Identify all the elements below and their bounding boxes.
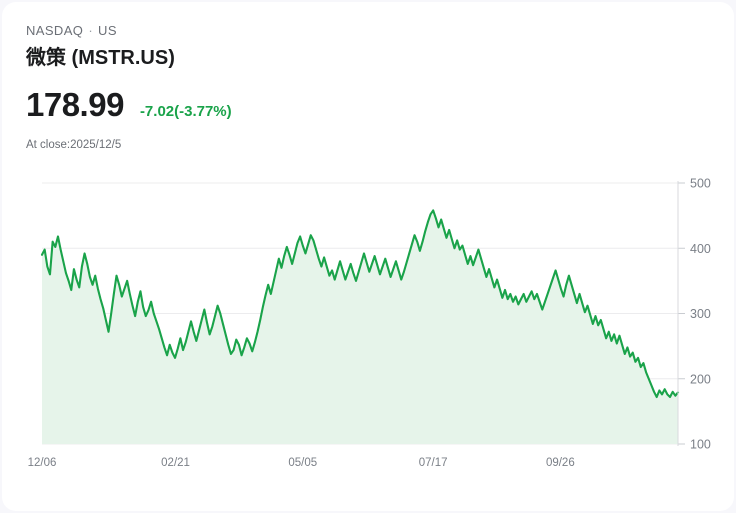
- y-axis-label: 300: [690, 307, 711, 321]
- y-axis-label: 400: [690, 242, 711, 256]
- quote-header: NASDAQ · US 微策 (MSTR.US) 178.99 -7.02(-3.7…: [26, 22, 626, 153]
- price-row: 178.99 -7.02(-3.77%): [26, 86, 626, 124]
- price-change: -7.02(-3.77%): [139, 103, 232, 120]
- y-axis-label: 500: [690, 177, 711, 191]
- chart-axis-ticks: [678, 182, 685, 445]
- current-price: 178.99: [26, 86, 124, 123]
- exchange-line: NASDAQ · US: [26, 22, 626, 40]
- price-chart[interactable]: 500 400 300 200 100 12/06 02/21 05/05 07/17 09/2…: [2, 170, 734, 480]
- x-axis-label: 09/26: [546, 457, 575, 469]
- chart-line: [40, 209, 680, 399]
- chart-y-labels: 500 400 300 200 100: [690, 177, 711, 452]
- x-axis-label: 12/06: [28, 457, 57, 469]
- x-axis-label: 05/05: [288, 457, 317, 469]
- page-title: 微策 (MSTR.US): [26, 47, 175, 69]
- exchange-region: US: [98, 23, 117, 38]
- chart-x-labels: 12/06 02/21 05/05 07/17 09/26: [28, 457, 575, 469]
- y-axis-label: 100: [690, 438, 711, 452]
- market-status-note: At close:2025/12/5: [26, 139, 122, 151]
- x-axis-label: 07/17: [419, 457, 448, 469]
- exchange-name: NASDAQ: [26, 23, 84, 38]
- x-axis-label: 02/21: [161, 457, 190, 469]
- exchange-separator: ·: [88, 23, 94, 38]
- y-axis-label: 200: [690, 372, 711, 386]
- price-chart-svg[interactable]: 500 400 300 200 100 12/06 02/21 05/05 07/17 09/2…: [2, 170, 734, 480]
- chart-area-fill: [42, 210, 678, 444]
